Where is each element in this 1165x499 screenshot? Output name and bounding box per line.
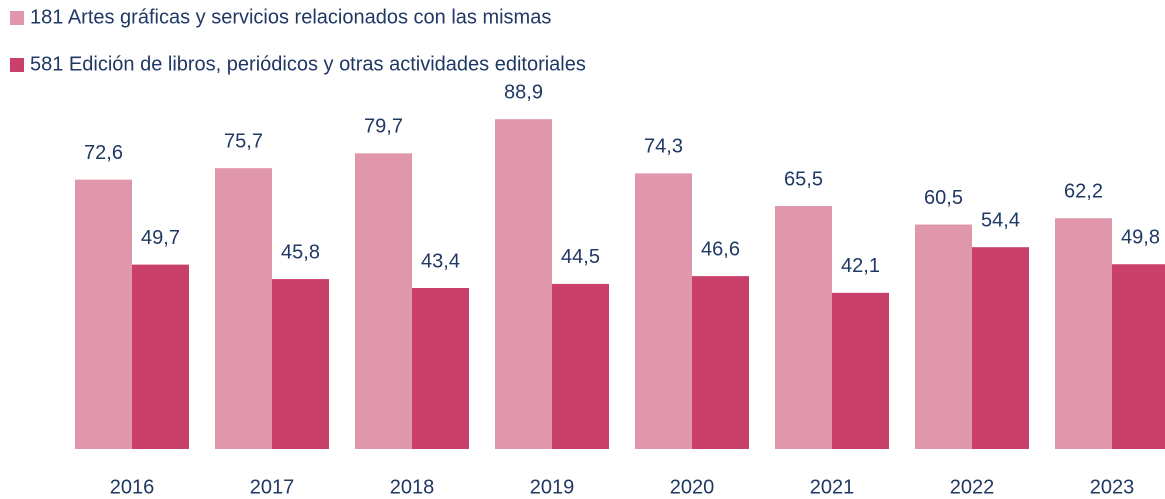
bar bbox=[412, 287, 469, 449]
data-label: 42,1 bbox=[841, 255, 880, 277]
bar bbox=[692, 276, 749, 449]
data-label: 88,9 bbox=[504, 81, 543, 103]
bar bbox=[552, 283, 609, 449]
data-label: 74,3 bbox=[644, 136, 683, 158]
legend-swatch bbox=[10, 58, 24, 72]
data-label: 72,6 bbox=[84, 142, 123, 164]
bar bbox=[215, 168, 272, 449]
x-tick-label: 2017 bbox=[250, 476, 295, 498]
data-label: 44,5 bbox=[561, 246, 600, 268]
bar bbox=[272, 279, 329, 449]
data-label: 60,5 bbox=[924, 187, 963, 209]
data-label: 49,8 bbox=[1121, 227, 1160, 249]
x-tick-label: 2020 bbox=[670, 476, 715, 498]
bar bbox=[972, 247, 1029, 449]
x-tick-label: 2023 bbox=[1090, 476, 1135, 498]
data-label: 54,4 bbox=[981, 209, 1020, 231]
data-label: 65,5 bbox=[784, 168, 823, 190]
x-tick-label: 2022 bbox=[950, 476, 995, 498]
bar bbox=[132, 264, 189, 449]
legend-label: 581 Edición de libros, periódicos y otra… bbox=[30, 53, 586, 75]
data-label: 45,8 bbox=[281, 241, 320, 263]
data-label: 43,4 bbox=[421, 250, 460, 272]
bar bbox=[832, 292, 889, 449]
bar bbox=[1055, 218, 1112, 449]
data-label: 62,2 bbox=[1064, 181, 1103, 203]
x-tick-label: 2021 bbox=[810, 476, 855, 498]
bar bbox=[635, 173, 692, 450]
data-label: 79,7 bbox=[364, 116, 403, 138]
data-label: 49,7 bbox=[141, 227, 180, 249]
x-tick-label: 2019 bbox=[530, 476, 575, 498]
data-label: 75,7 bbox=[224, 130, 263, 152]
x-tick-label: 2018 bbox=[390, 476, 435, 498]
bar bbox=[355, 153, 412, 450]
bar bbox=[775, 205, 832, 449]
legend-swatch bbox=[10, 11, 24, 25]
x-tick-label: 2016 bbox=[110, 476, 155, 498]
bar bbox=[495, 119, 552, 449]
data-label: 46,6 bbox=[701, 238, 740, 260]
bar bbox=[75, 179, 132, 450]
bar bbox=[1112, 264, 1165, 449]
legend-label: 181 Artes gráficas y servicios relaciona… bbox=[30, 6, 551, 28]
bar bbox=[915, 224, 972, 449]
